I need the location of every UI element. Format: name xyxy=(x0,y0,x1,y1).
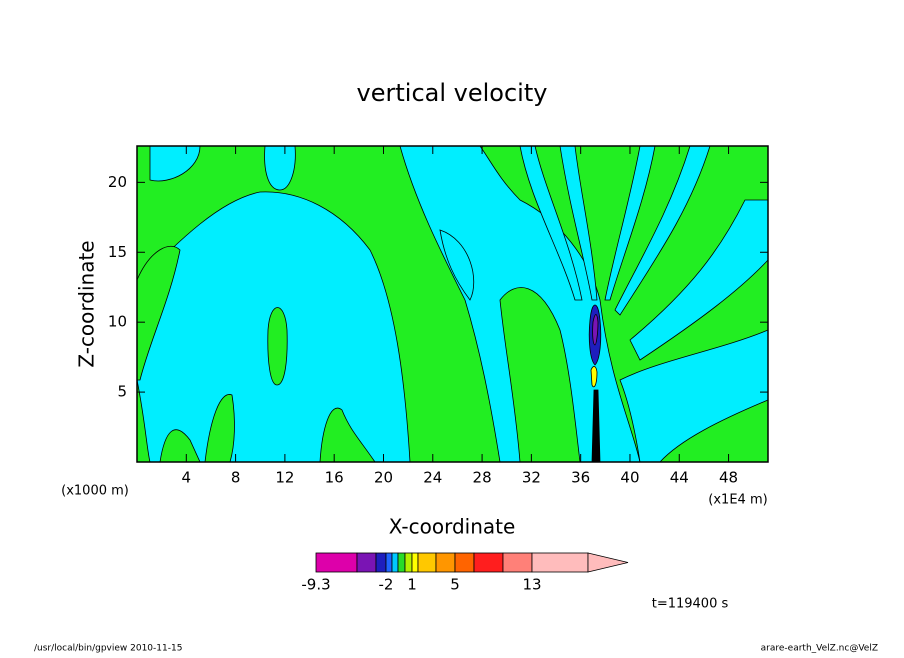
colorbar-label: 1 xyxy=(407,576,417,594)
colorbar-box xyxy=(531,552,589,573)
x-tick-label: 16 xyxy=(325,469,344,487)
y-tick-label: 15 xyxy=(108,243,127,261)
x-tick-label: 36 xyxy=(571,469,590,487)
contour-field xyxy=(136,145,769,463)
colorbar-box xyxy=(404,552,413,573)
x-tick-label: 44 xyxy=(670,469,689,487)
colorbar: -9.3 -2 1 5 13 xyxy=(301,552,629,594)
x-tick-label: 20 xyxy=(374,469,393,487)
plot-frame xyxy=(136,145,769,463)
x-tick-label: 32 xyxy=(522,469,541,487)
x-tick-label: 28 xyxy=(473,469,492,487)
time-label: t=119400 s xyxy=(652,597,729,612)
chart-title: vertical velocity xyxy=(357,79,548,107)
colorbar-box xyxy=(411,552,419,573)
colorbar-box xyxy=(375,552,387,573)
x-unit: (x1000 m) xyxy=(61,484,129,499)
footer-left: /usr/local/bin/gpview 2010-11-15 xyxy=(34,644,182,654)
footer-right: arare-earth_VelZ.nc@VelZ xyxy=(761,644,878,654)
colorbar-label: 13 xyxy=(522,576,541,594)
x-tick-label: 24 xyxy=(423,469,442,487)
x-tick-label: 40 xyxy=(620,469,639,487)
x-tick-label: 4 xyxy=(182,469,192,487)
y-tick-label: 10 xyxy=(108,313,127,331)
y-axis-label: Z-coordinate xyxy=(75,240,99,367)
x-tick-label: 8 xyxy=(231,469,241,487)
colorbar-box xyxy=(385,552,393,573)
colorbar-box xyxy=(397,552,406,573)
y-tick-label: 5 xyxy=(117,383,127,401)
colorbar-box xyxy=(502,552,533,573)
x-tick-label: 48 xyxy=(719,469,738,487)
x-axis-label: X-coordinate xyxy=(389,515,516,539)
colorbar-box xyxy=(454,552,475,573)
colorbar-label: -2 xyxy=(379,576,394,594)
colorbar-arrow xyxy=(587,552,629,573)
y-tick-label: 20 xyxy=(108,173,127,191)
colorbar-box xyxy=(473,552,504,573)
colorbar-box xyxy=(435,552,456,573)
colorbar-box xyxy=(391,552,399,573)
colorbar-label: -9.3 xyxy=(301,576,330,594)
x-scale-note: (x1E4 m) xyxy=(708,493,767,508)
colorbar-label: 5 xyxy=(450,576,460,594)
colorbar-box xyxy=(356,552,377,573)
colorbar-box xyxy=(315,552,358,573)
x-tick-label: 12 xyxy=(275,469,294,487)
colorbar-box xyxy=(417,552,437,573)
